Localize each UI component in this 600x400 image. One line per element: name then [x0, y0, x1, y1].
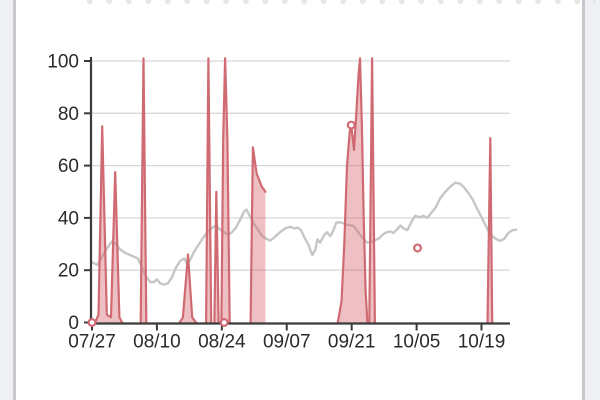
- x-tick-label: 10/19: [458, 332, 506, 353]
- x-tick-label: 09/21: [328, 332, 376, 353]
- data-point-marker: [413, 243, 423, 253]
- axes: [84, 57, 510, 331]
- data-point-marker: [346, 120, 356, 130]
- y-tick-label: 60: [58, 156, 79, 177]
- y-tick-label: 0: [68, 313, 79, 334]
- x-tick-label: 09/07: [263, 332, 311, 353]
- gridlines: [91, 60, 510, 271]
- y-tick-label: 20: [58, 261, 79, 282]
- y-axis-labels: 0 20 40 60 80 100: [47, 52, 79, 335]
- x-tick-label: 08/10: [133, 332, 181, 353]
- data-point-marker: [87, 318, 97, 328]
- x-axis-labels: 07/27 08/10 08/24 09/07 09/21 10/05 10/19: [68, 332, 505, 353]
- data-point-marker: [219, 318, 229, 328]
- x-tick-label: 07/27: [68, 332, 116, 353]
- x-tick-label: 10/05: [393, 332, 441, 353]
- clipped-content-above: [80, 0, 595, 13]
- x-tick-label: 08/24: [198, 332, 246, 353]
- series-spikes-line: [94, 57, 494, 324]
- y-tick-label: 80: [58, 104, 79, 125]
- y-tick-label: 40: [58, 208, 79, 229]
- series-smoothed-baseline: [90, 181, 518, 286]
- data-point-markers: [87, 120, 423, 328]
- y-tick-label: 100: [47, 52, 79, 73]
